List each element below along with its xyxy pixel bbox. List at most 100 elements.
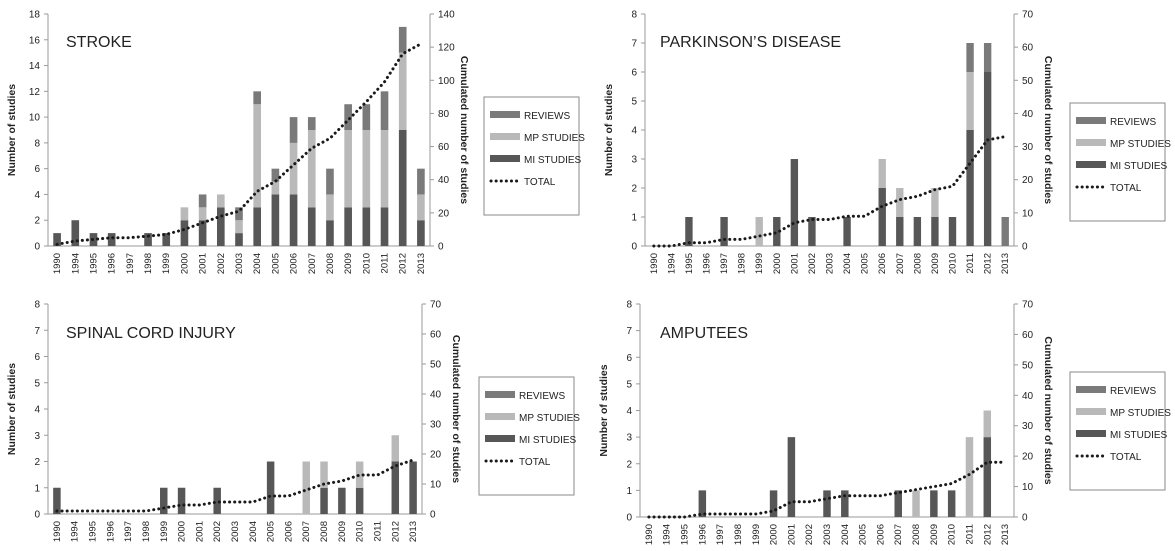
y-axis-title: Number of studies	[598, 364, 610, 456]
bar-mi-studies	[362, 207, 371, 246]
legend-reviews-label: REVIEWS	[1110, 117, 1156, 128]
bar-mi-studies	[983, 72, 992, 246]
y-tick-label: 6	[34, 352, 40, 363]
legend-total-label: TOTAL	[1110, 452, 1142, 463]
x-tick-label: 1995	[88, 521, 99, 542]
bar-reviews	[326, 168, 334, 195]
y-tick-label: 8	[34, 300, 40, 311]
y2-tick-label: 10	[1022, 208, 1034, 219]
bar-mi-studies	[790, 159, 799, 246]
bar-mi-studies	[216, 207, 225, 246]
bar-mi-studies	[948, 217, 957, 246]
x-tick-label: 2009	[343, 253, 354, 274]
x-tick-label: 2011	[965, 253, 976, 273]
bar-mi-studies	[966, 130, 974, 246]
y2-tick-label: 0	[1022, 242, 1028, 253]
x-tick-label: 2009	[337, 521, 348, 542]
bar-mi-studies	[698, 490, 707, 517]
chart-spinal-cord-injury-svg: 0 1 2 3 4 5 6 7 8 0 10 20 30 40 50 60 70 1990 1994 1995 1996…	[6, 300, 580, 543]
bar-mi-studies	[266, 461, 275, 514]
bar-mp-studies	[896, 188, 904, 217]
y2-tick-label: 30	[430, 420, 442, 431]
y2-tick-label: 20	[430, 450, 442, 461]
chart-parkinsons: 0 1 2 3 4 5 6 7 8 0 10 20 30 40 50 60 70 1990 1994 1995 1996…	[590, 0, 1175, 276]
legend-mp-studies-swatch	[490, 133, 520, 140]
legend-mp-studies-swatch	[1076, 408, 1106, 415]
y2-tick-label: 40	[438, 175, 450, 186]
x-tick-label: 2011	[380, 253, 391, 273]
y-tick-label: 7	[631, 39, 637, 50]
x-tick-label: 2000	[179, 253, 190, 274]
bar-mp-studies	[302, 461, 310, 514]
y-tick-label: 3	[626, 433, 632, 444]
bar-mi-studies	[271, 194, 280, 246]
x-tick-label: 2009	[929, 524, 940, 545]
bar-mp-studies	[417, 194, 425, 221]
y-tick-label: 4	[631, 126, 637, 137]
bar-mi-studies	[338, 487, 346, 514]
x-tick-label: 1997	[719, 253, 730, 274]
y2-tick-label: 50	[1022, 76, 1034, 87]
y-tick-label: 0	[626, 513, 632, 524]
x-tick-label: 2013	[408, 521, 419, 542]
x-tick-label: 2005	[266, 521, 277, 542]
y2-tick-label: 60	[438, 142, 450, 153]
x-tick-label: 1999	[161, 253, 172, 274]
bar-mi-studies	[913, 217, 922, 246]
bar-mp-studies	[966, 72, 974, 130]
x-tick-label: 1994	[70, 253, 81, 274]
y-tick-label: 18	[29, 10, 41, 21]
y-tick-label: 2	[34, 457, 40, 468]
y-axis-title: Number of studies	[6, 363, 18, 455]
x-tick-label: 2007	[893, 524, 904, 545]
x-tick-label: 1997	[123, 521, 134, 542]
legend-reviews-label: REVIEWS	[1110, 386, 1156, 397]
y2-tick-label: 40	[1022, 391, 1034, 402]
bar-mi-studies	[380, 207, 389, 246]
x-tick-label: 2002	[212, 521, 223, 542]
chart-stroke: 0 2 4 6 8 10 12 14 16 18 0 20 40 60 80 100 120 140 1990 199…	[0, 0, 590, 276]
y2-tick-label: 60	[1022, 43, 1034, 54]
x-tick-label: 2009	[930, 253, 941, 274]
x-tick-label: 2012	[398, 253, 409, 274]
x-tick-label: 2007	[307, 253, 318, 274]
bar-mi-studies	[878, 188, 886, 246]
x-tick-label: 2004	[840, 524, 851, 545]
bar-mi-studies	[235, 233, 243, 246]
x-tick-label: 1998	[143, 253, 154, 274]
bar-reviews	[966, 43, 974, 72]
bar-mi-studies	[53, 233, 61, 246]
x-tick-label: 2003	[234, 253, 245, 274]
y2-tick-label: 20	[1022, 175, 1034, 186]
y2-tick-label: 140	[438, 10, 455, 21]
legend-reviews-label: REVIEWS	[524, 111, 570, 122]
x-tick-label: 2001	[198, 253, 209, 274]
x-tick-label: 2010	[361, 253, 372, 274]
bar-mi-studies	[160, 487, 168, 514]
legend-mi-studies-label: MI STUDIES	[519, 435, 577, 446]
bar-mp-studies	[355, 461, 364, 488]
x-tick-label: 2004	[252, 253, 263, 274]
x-tick-label: 1996	[697, 524, 708, 545]
y-tick-label: 6	[34, 164, 40, 175]
legend-mp-studies-label: MP STUDIES	[524, 133, 585, 144]
legend-mp-studies-label: MP STUDIES	[1110, 139, 1171, 150]
bar-mi-studies	[107, 233, 116, 246]
x-tick-label: 2008	[325, 253, 336, 274]
chart-title: STROKE	[66, 34, 132, 51]
y-tick-label: 8	[626, 300, 632, 311]
legend-total-label: TOTAL	[1110, 183, 1142, 194]
y2-tick-label: 20	[1022, 452, 1034, 463]
y-tick-label: 2	[34, 216, 40, 227]
bar-mp-studies	[198, 207, 207, 221]
y-tick-label: 5	[631, 97, 637, 108]
bar-reviews	[1001, 217, 1009, 246]
x-tick-label: 2003	[825, 253, 836, 274]
bar-reviews	[417, 168, 425, 195]
y-tick-label: 0	[631, 242, 637, 253]
bar-mi-studies	[787, 437, 796, 517]
x-tick-label: 1998	[737, 253, 748, 274]
y-tick-label: 4	[626, 406, 632, 417]
x-tick-label: 2007	[895, 253, 906, 274]
x-tick-label: 1994	[666, 253, 677, 274]
